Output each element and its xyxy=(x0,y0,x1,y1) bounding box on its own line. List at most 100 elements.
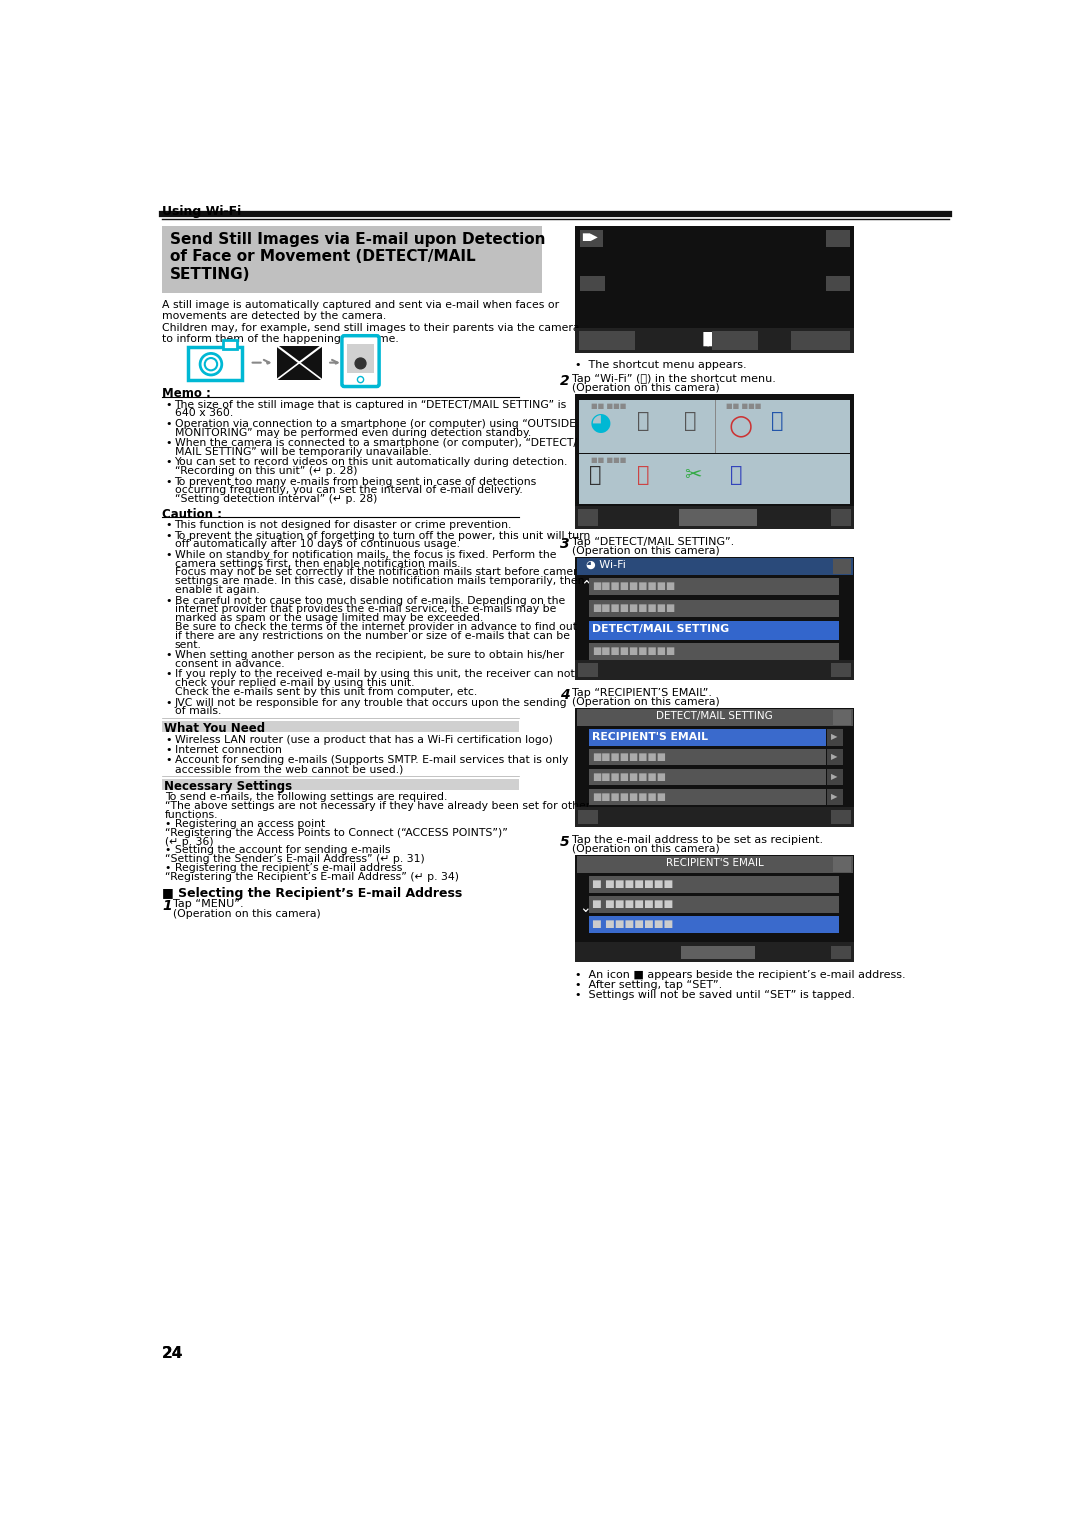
Text: RECIPIENT'S EMAIL: RECIPIENT'S EMAIL xyxy=(666,858,764,867)
Text: Be sure to check the terms of the internet provider in advance to find out: Be sure to check the terms of the intern… xyxy=(175,621,577,632)
Text: WT: WT xyxy=(583,278,602,287)
Bar xyxy=(580,231,603,247)
Text: ■■■■■■■■■: ■■■■■■■■■ xyxy=(592,646,675,657)
Text: M: M xyxy=(833,234,843,243)
Text: “Registering the Recipient’s E-mail Address” (↵ p. 34): “Registering the Recipient’s E-mail Addr… xyxy=(165,872,459,883)
Text: (Operation on this camera): (Operation on this camera) xyxy=(572,844,720,854)
Bar xyxy=(162,779,518,789)
Text: 4: 4 xyxy=(559,687,569,701)
Text: 📋: 📋 xyxy=(770,411,783,431)
Text: •: • xyxy=(165,476,172,487)
Text: ■ Selecting the Recipient’s E-mail Address: ■ Selecting the Recipient’s E-mail Addre… xyxy=(162,887,462,899)
Bar xyxy=(590,750,825,765)
Text: ▶: ▶ xyxy=(831,793,837,802)
Text: Be careful not to cause too much sending of e-mails. Depending on the: Be careful not to cause too much sending… xyxy=(175,596,565,606)
Text: 1: 1 xyxy=(162,899,172,913)
Text: •: • xyxy=(165,669,172,680)
Text: consent in advance.: consent in advance. xyxy=(175,660,284,669)
Text: 3: 3 xyxy=(559,536,569,551)
Text: marked as spam or the usage limited may be exceeded.: marked as spam or the usage limited may … xyxy=(175,614,483,623)
Text: D: D xyxy=(834,278,842,287)
Text: X: X xyxy=(838,712,846,722)
Text: ✂: ✂ xyxy=(684,466,701,486)
Text: •  After setting, tap “SET”.: • After setting, tap “SET”. xyxy=(576,980,723,989)
Text: ◕: ◕ xyxy=(590,411,611,435)
Text: “The above settings are not necessary if they have already been set for other: “The above settings are not necessary if… xyxy=(165,802,591,811)
Bar xyxy=(833,857,851,872)
Bar xyxy=(576,226,854,353)
Bar xyxy=(578,508,598,525)
Text: 📱: 📱 xyxy=(684,411,697,431)
Text: A still image is automatically captured and sent via e-mail when faces or
moveme: A still image is automatically captured … xyxy=(162,299,580,344)
Bar xyxy=(590,789,825,805)
Bar xyxy=(590,770,825,785)
Text: X: X xyxy=(837,512,846,522)
Text: MENU: MENU xyxy=(802,334,837,345)
Bar xyxy=(578,809,598,825)
Text: •: • xyxy=(165,530,172,541)
Text: 👓: 👓 xyxy=(637,466,650,486)
Text: ■■■■■■■■: ■■■■■■■■ xyxy=(592,793,666,802)
Text: 24: 24 xyxy=(162,1345,184,1361)
Text: off automatically after 10 days of continuous usage.: off automatically after 10 days of conti… xyxy=(175,539,459,550)
Text: MAIL SETTING” will be temporarily unavailable.: MAIL SETTING” will be temporarily unavai… xyxy=(175,447,431,457)
Text: accessible from the web cannot be used.): accessible from the web cannot be used.) xyxy=(175,764,403,774)
Text: (Operation on this camera): (Operation on this camera) xyxy=(572,696,720,707)
Text: «PLAY: «PLAY xyxy=(590,334,624,345)
Text: Tap the e-mail address to be set as recipient.: Tap the e-mail address to be set as reci… xyxy=(572,835,823,844)
Text: X: X xyxy=(838,560,846,571)
Text: To send e-mails, the following settings are required.: To send e-mails, the following settings … xyxy=(165,793,447,802)
Text: Using Wi-Fi: Using Wi-Fi xyxy=(162,205,241,218)
Text: You can set to record videos on this unit automatically during detection.: You can set to record videos on this uni… xyxy=(175,458,568,467)
Bar xyxy=(791,331,850,350)
Bar xyxy=(833,710,851,725)
Bar xyxy=(576,328,854,353)
Bar xyxy=(827,750,842,765)
Bar xyxy=(578,663,598,676)
Text: Wireless LAN router (use a product that has a Wi-Fi certification logo): Wireless LAN router (use a product that … xyxy=(175,734,552,745)
Circle shape xyxy=(205,357,217,371)
Bar xyxy=(590,876,839,893)
Text: ▶: ▶ xyxy=(831,753,837,762)
Text: 💼: 💼 xyxy=(730,466,743,486)
Bar xyxy=(712,331,758,350)
Text: •: • xyxy=(165,756,172,765)
Text: ■ ■■■■■■■: ■ ■■■■■■■ xyxy=(592,919,674,930)
Text: •: • xyxy=(165,400,172,409)
Bar xyxy=(576,505,854,528)
Text: 24: 24 xyxy=(162,1345,184,1361)
Text: •: • xyxy=(165,438,172,447)
Bar xyxy=(590,643,839,660)
Text: ■■■■■■■■: ■■■■■■■■ xyxy=(592,753,666,762)
Bar xyxy=(831,809,851,825)
Text: ↩: ↩ xyxy=(837,664,846,673)
Text: ■■ ■■■: ■■ ■■■ xyxy=(591,403,626,409)
Text: ?: ? xyxy=(585,664,592,673)
Text: • Registering the recipient’s e-mail address: • Registering the recipient’s e-mail add… xyxy=(165,863,403,873)
Text: ⌄: ⌄ xyxy=(579,901,591,915)
Bar xyxy=(580,276,605,292)
Text: JVC will not be responsible for any trouble that occurs upon the sending: JVC will not be responsible for any trou… xyxy=(175,698,567,707)
Text: Internet connection: Internet connection xyxy=(175,745,282,754)
Text: • Registering an access point: • Registering an access point xyxy=(165,818,325,829)
Bar xyxy=(576,707,854,828)
Text: Necessary Settings: Necessary Settings xyxy=(164,780,292,793)
Text: ○: ○ xyxy=(729,411,753,440)
Bar xyxy=(590,730,825,747)
Text: The size of the still image that is captured in “DETECT/MAIL SETTING” is: The size of the still image that is capt… xyxy=(175,400,567,409)
Bar xyxy=(577,559,852,576)
Text: 2: 2 xyxy=(559,374,569,388)
Text: What You Need: What You Need xyxy=(164,722,265,734)
Text: This function is not designed for disaster or crime prevention.: This function is not designed for disast… xyxy=(175,521,512,530)
Text: If you reply to the received e-mail by using this unit, the receiver can not: If you reply to the received e-mail by u… xyxy=(175,669,575,680)
Bar xyxy=(679,508,757,525)
Text: Check the e-mails sent by this unit from computer, etc.: Check the e-mails sent by this unit from… xyxy=(175,687,476,698)
Bar xyxy=(826,231,850,247)
Text: When the camera is connected to a smartphone (or computer), “DETECT/: When the camera is connected to a smartp… xyxy=(175,438,577,447)
Text: •: • xyxy=(165,521,172,530)
Text: Account for sending e-mails (Supports SMTP. E-mail services that is only: Account for sending e-mails (Supports SM… xyxy=(175,756,568,765)
Bar xyxy=(831,663,851,676)
Text: DETECT/MAIL SETTING: DETECT/MAIL SETTING xyxy=(657,710,773,721)
Text: ■ ■■■■■■■: ■ ■■■■■■■ xyxy=(592,899,674,910)
Text: Send Still Images via E-mail upon Detection
of Face or Movement (DETECT/MAIL
SET: Send Still Images via E-mail upon Detect… xyxy=(170,232,545,281)
